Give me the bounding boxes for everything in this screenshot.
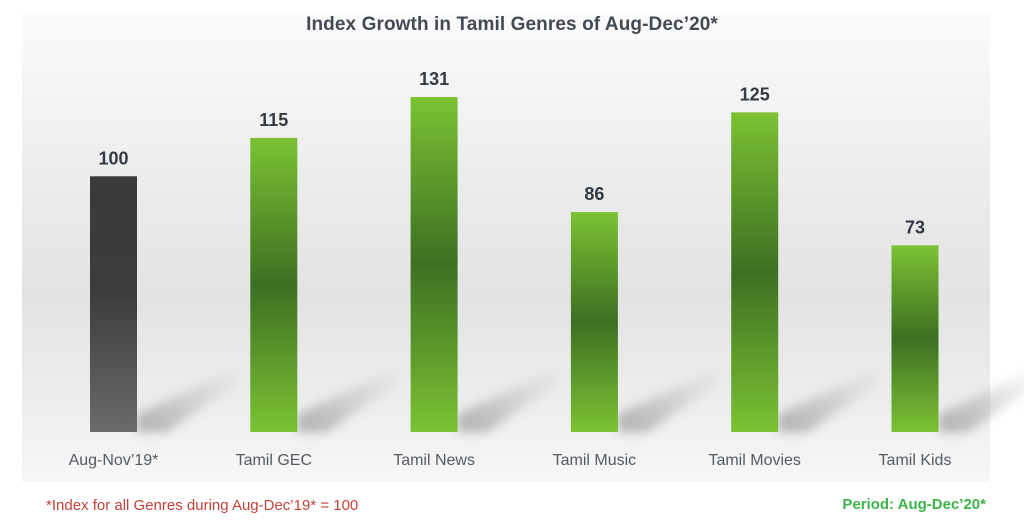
x-tick-label: Tamil Movies — [708, 452, 800, 469]
x-tick-label: Aug-Nov’19* — [69, 452, 159, 469]
period-label: Period: Aug-Dec’20* — [842, 496, 986, 513]
bar-tamil-kids — [891, 245, 939, 432]
bar-tamil-news — [410, 97, 458, 432]
index-footnote: *Index for all Genres during Aug-Dec’19*… — [46, 497, 359, 514]
bar-shadow — [938, 374, 1024, 432]
data-label: 73 — [905, 217, 925, 237]
x-tick-label: Tamil News — [393, 452, 475, 469]
x-tick-label: Tamil GEC — [236, 452, 312, 469]
chart-title: Index Growth in Tamil Genres of Aug-Dec’… — [306, 14, 718, 35]
data-label: 86 — [584, 184, 604, 204]
data-label: 125 — [740, 84, 770, 104]
data-label: 115 — [259, 110, 288, 130]
bar-tamil-gec — [250, 137, 298, 433]
bar-tamil-music — [570, 212, 618, 432]
bar-shadow — [778, 370, 891, 432]
bar-shadow — [297, 370, 410, 432]
bar-shadow — [137, 370, 249, 432]
x-tick-label: Tamil Music — [553, 452, 637, 469]
bar-aug-nov-19 — [90, 176, 137, 432]
bar-tamil-movies — [731, 112, 779, 433]
bar-shadow — [617, 370, 730, 432]
data-label: 100 — [98, 148, 128, 168]
x-tick-label: Tamil Kids — [879, 452, 952, 469]
bar-shadow — [457, 370, 570, 432]
data-label: 131 — [419, 69, 449, 89]
